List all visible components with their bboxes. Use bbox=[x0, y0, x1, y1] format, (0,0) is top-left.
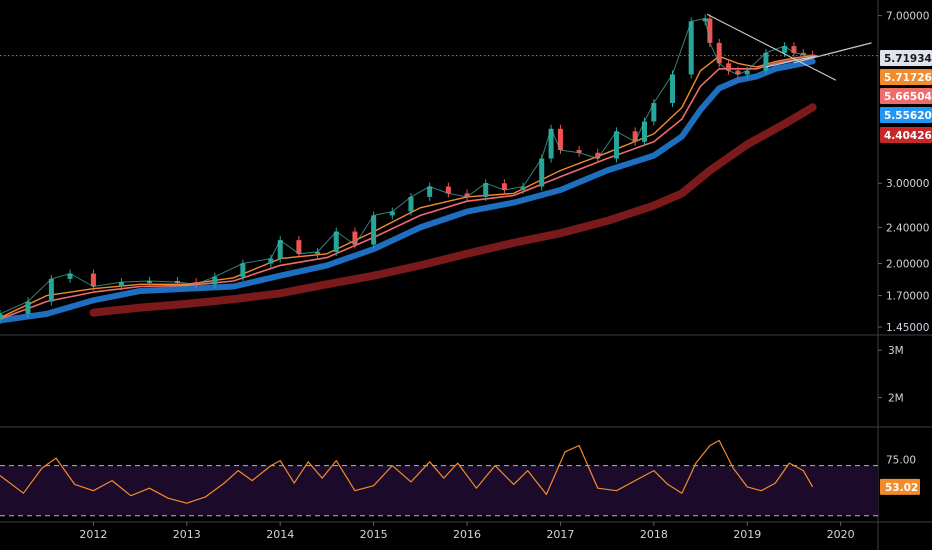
price-axis[interactable]: 7.00000 3.00000 2.40000 2.00000 1.70000 1.450… bbox=[878, 11, 932, 334]
ma-long-badge-bg bbox=[880, 127, 932, 143]
candle-body bbox=[146, 281, 152, 284]
candle-body bbox=[688, 21, 694, 75]
ema-fast-line bbox=[0, 55, 813, 319]
rsi-band bbox=[0, 465, 878, 516]
trendline bbox=[793, 42, 872, 64]
price-tick-label: 7.00000 bbox=[886, 11, 929, 23]
volume-axis[interactable]: 3M 2M bbox=[878, 345, 904, 405]
candle-body bbox=[67, 273, 73, 279]
trendline bbox=[706, 13, 837, 81]
candle-body bbox=[539, 158, 545, 187]
price-tick-label: 2.40000 bbox=[886, 222, 929, 234]
ema-fast-badge: 5.71726 bbox=[884, 72, 932, 84]
candle-body bbox=[782, 46, 788, 53]
candle-body bbox=[735, 70, 741, 75]
ma-long-line bbox=[89, 103, 817, 317]
candle-body bbox=[651, 103, 657, 122]
ema-slow-badge: 5.55620 bbox=[884, 110, 932, 122]
candle-body bbox=[240, 263, 246, 277]
trendline bbox=[765, 55, 818, 68]
candle-body bbox=[800, 52, 806, 55]
candle-body bbox=[212, 276, 218, 285]
candle-body bbox=[791, 46, 797, 53]
candle-body bbox=[193, 282, 199, 285]
time-tick-label: 2018 bbox=[640, 528, 668, 541]
candle-body bbox=[25, 301, 31, 314]
candle-body bbox=[90, 273, 96, 287]
candle-body bbox=[427, 186, 433, 197]
ema-mid-badge: 5.66504 bbox=[884, 91, 932, 103]
price-line bbox=[0, 17, 813, 315]
candle-body bbox=[641, 121, 647, 142]
rsi-line bbox=[0, 439, 814, 504]
time-tick-label: 2013 bbox=[173, 528, 201, 541]
candle-body bbox=[118, 282, 124, 287]
price-tick-label: 1.70000 bbox=[886, 291, 929, 303]
time-axis[interactable]: 2012 2013 2014 2015 2016 2017 2018 2019 2020 bbox=[79, 522, 855, 541]
candle-body bbox=[389, 211, 395, 216]
candle-body bbox=[296, 240, 302, 254]
candle-body bbox=[408, 196, 414, 212]
volume-tick-label: 2M bbox=[888, 393, 904, 405]
rsi-axis[interactable]: 75.00 53.02 bbox=[880, 454, 920, 495]
candle-body bbox=[726, 63, 732, 71]
time-tick-label: 2015 bbox=[360, 528, 388, 541]
candle-body bbox=[763, 52, 769, 71]
candle-body bbox=[464, 193, 470, 197]
candle-body bbox=[707, 18, 713, 43]
ema-mid-line bbox=[0, 56, 813, 320]
candle-body bbox=[445, 186, 451, 194]
price-tick-label: 3.00000 bbox=[886, 178, 929, 190]
candle-body bbox=[632, 131, 638, 142]
ema-slow-line bbox=[0, 58, 816, 324]
candle-body bbox=[352, 231, 358, 245]
rsi-tick-label: 75.00 bbox=[886, 454, 916, 466]
time-tick-label: 2016 bbox=[453, 528, 481, 541]
candle-body bbox=[557, 128, 563, 150]
candle-body bbox=[268, 258, 274, 264]
candle-body bbox=[277, 240, 283, 259]
candle-body bbox=[576, 149, 582, 153]
time-tick-label: 2019 bbox=[733, 528, 761, 541]
candle-body bbox=[670, 74, 676, 104]
current-price-badge-bg bbox=[880, 50, 932, 66]
time-tick-label: 2017 bbox=[546, 528, 574, 541]
ema-fast-badge-bg bbox=[880, 69, 932, 85]
candle-body bbox=[595, 152, 601, 159]
time-tick-label: 2020 bbox=[827, 528, 855, 541]
candle-body bbox=[548, 128, 554, 159]
rsi-value-badge: 53.02 bbox=[885, 482, 918, 494]
candle-body bbox=[613, 131, 619, 159]
candle-body bbox=[0, 313, 3, 320]
rsi-value-badge-bg bbox=[880, 478, 920, 495]
price-tick-label: 1.45000 bbox=[886, 322, 929, 334]
candle-body bbox=[48, 278, 54, 302]
candle-body bbox=[501, 183, 507, 190]
rsi-pane[interactable] bbox=[0, 439, 878, 517]
ma-long-badge: 4.40426 bbox=[884, 130, 932, 142]
candle-body bbox=[744, 70, 750, 75]
current-price-badge: 5.71934 bbox=[884, 53, 932, 65]
candle-body bbox=[483, 183, 489, 197]
volume-tick-label: 3M bbox=[888, 345, 904, 357]
ema-slow-badge-bg bbox=[880, 107, 932, 123]
price-tick-label: 2.00000 bbox=[886, 258, 929, 270]
candle-body bbox=[520, 186, 526, 190]
candle-body bbox=[371, 215, 377, 245]
time-tick-label: 2012 bbox=[79, 528, 107, 541]
ema-mid-badge-bg bbox=[880, 88, 932, 104]
time-tick-label: 2014 bbox=[266, 528, 294, 541]
candle-body bbox=[315, 251, 321, 254]
price-pane[interactable] bbox=[0, 13, 878, 324]
candle-body bbox=[333, 231, 339, 252]
candle-body bbox=[716, 42, 722, 64]
